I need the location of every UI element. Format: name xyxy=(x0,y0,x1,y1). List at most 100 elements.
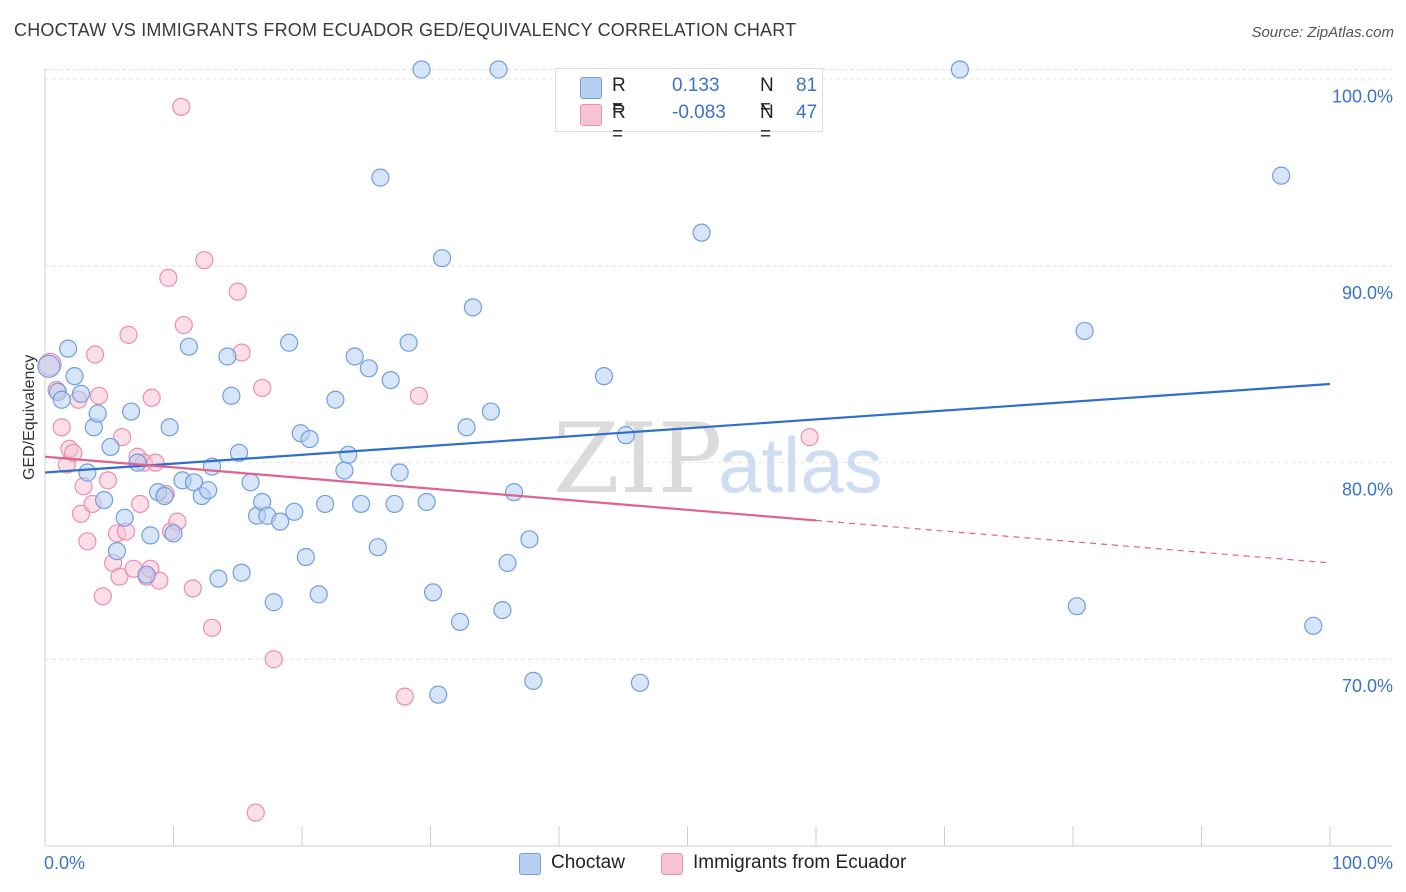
choctaw-point-52 xyxy=(371,168,390,187)
ecuador-point-11 xyxy=(86,345,105,364)
choctaw-point-0 xyxy=(37,354,61,378)
ecuador-point-23 xyxy=(130,494,150,514)
ecuador-point-13 xyxy=(93,587,112,606)
choctaw-point-8 xyxy=(88,404,107,423)
ecuador-point-45 xyxy=(409,386,429,405)
choctaw-point-23 xyxy=(184,473,204,492)
choctaw-point-9 xyxy=(95,490,114,510)
ecuador-point-46 xyxy=(800,428,819,447)
r-label: R = xyxy=(612,75,626,118)
choctaw-point-45 xyxy=(326,390,345,409)
choctaw-point-57 xyxy=(412,60,431,79)
choctaw-point-75 xyxy=(692,223,711,242)
choctaw-point-16 xyxy=(141,526,160,545)
choctaw-point-31 xyxy=(232,563,251,582)
choctaw-point-64 xyxy=(463,298,483,317)
watermark-atlas: atlas xyxy=(718,421,883,509)
choctaw-point-61 xyxy=(432,249,452,268)
choctaw-point-63 xyxy=(457,418,476,437)
r-value: -0.083 xyxy=(672,102,726,123)
x-tick-label-0: 0.0% xyxy=(44,853,85,873)
choctaw-point-5 xyxy=(71,384,91,403)
choctaw-point-38 xyxy=(280,333,299,352)
choctaw-point-67 xyxy=(493,600,512,620)
ecuador-point-9 xyxy=(78,532,97,551)
source-label: Source: ZipAtlas.com xyxy=(1251,24,1394,41)
ecuador-point-18 xyxy=(112,428,132,447)
choctaw-point-19 xyxy=(160,418,179,437)
ecuador-point-12 xyxy=(89,386,109,405)
choctaw-point-47 xyxy=(339,445,358,464)
ecuador-point-27 xyxy=(142,388,161,407)
choctaw-point-68 xyxy=(498,553,517,573)
ecuador-swatch xyxy=(580,104,602,126)
ecuador-point-35 xyxy=(174,315,193,335)
ecuador-point-5 xyxy=(64,443,83,462)
choctaw-point-70 xyxy=(520,530,539,549)
ecuador-point-38 xyxy=(202,618,222,637)
legend-ecuador-label: Immigrants from Ecuador xyxy=(693,852,907,873)
series-choctaw-points xyxy=(37,60,1323,704)
ecuador-point-28 xyxy=(146,453,165,472)
choctaw-point-66 xyxy=(489,60,508,79)
ecuador-point-41 xyxy=(246,803,265,822)
n-value: 81 xyxy=(796,75,818,96)
ecuador-point-43 xyxy=(264,650,283,669)
ecuador-point-7 xyxy=(71,504,91,523)
choctaw-point-62 xyxy=(450,612,470,631)
n-value: 47 xyxy=(796,102,818,123)
ecuador-point-2 xyxy=(52,418,71,437)
n-label: N = xyxy=(760,102,774,145)
correlation-legend: R = 0.133 N = 81 R = -0.083 N = 47 xyxy=(555,68,823,145)
ecuador-point-37 xyxy=(195,251,214,270)
choctaw-point-77 xyxy=(1067,597,1086,616)
choctaw-point-53 xyxy=(381,370,400,390)
choctaw-point-80 xyxy=(1304,616,1323,635)
choctaw-point-55 xyxy=(390,463,409,482)
choctaw-point-20 xyxy=(164,524,183,543)
ecuador-point-39 xyxy=(228,282,247,301)
choctaw-point-12 xyxy=(115,508,134,527)
ecuador-point-42 xyxy=(253,378,272,398)
tick-labels: 70.0% 80.0% 90.0% 100.0% 0.0% 100.0% xyxy=(44,86,1393,873)
trend-lines xyxy=(44,382,1331,564)
legend-choctaw-label: Choctaw xyxy=(551,852,625,873)
choctaw-point-74 xyxy=(630,673,650,692)
choctaw-point-3 xyxy=(59,339,78,358)
ecuador-point-44 xyxy=(395,687,414,706)
choctaw-point-43 xyxy=(309,585,328,604)
choctaw-point-54 xyxy=(385,494,404,514)
watermark: ZIP atlas xyxy=(553,403,883,515)
choctaw-point-50 xyxy=(359,359,378,378)
choctaw-legend-swatch xyxy=(519,853,541,875)
choctaw-point-56 xyxy=(399,333,418,352)
choctaw-point-14 xyxy=(128,453,147,472)
n-label: N = xyxy=(760,75,774,118)
ecuador-point-17 xyxy=(110,567,129,586)
y-tick-label-3: 100.0% xyxy=(1332,86,1393,106)
choctaw-point-76 xyxy=(950,60,970,79)
choctaw-point-42 xyxy=(300,429,319,449)
choctaw-point-2 xyxy=(52,390,71,409)
choctaw-point-48 xyxy=(345,347,364,366)
trend-line-0 xyxy=(44,382,1331,474)
choctaw-point-78 xyxy=(1075,321,1094,341)
choctaw-point-71 xyxy=(524,671,543,690)
y-tick-label-0: 70.0% xyxy=(1342,676,1393,696)
choctaw-point-51 xyxy=(368,538,387,557)
choctaw-point-69 xyxy=(504,483,524,502)
r-label: R = xyxy=(612,102,626,145)
choctaw-point-22 xyxy=(179,337,199,356)
r-value: 0.133 xyxy=(672,75,720,96)
choctaw-point-13 xyxy=(121,402,141,421)
choctaw-swatch xyxy=(580,77,602,99)
ecuador-point-34 xyxy=(172,97,191,116)
choctaw-point-37 xyxy=(271,512,290,531)
trend-line-dashed-1 xyxy=(815,519,1331,564)
choctaw-point-18 xyxy=(155,486,174,506)
ecuador-legend-swatch xyxy=(661,853,683,875)
choctaw-point-79 xyxy=(1272,166,1291,185)
ecuador-point-20 xyxy=(119,325,138,344)
choctaw-point-46 xyxy=(335,461,354,480)
